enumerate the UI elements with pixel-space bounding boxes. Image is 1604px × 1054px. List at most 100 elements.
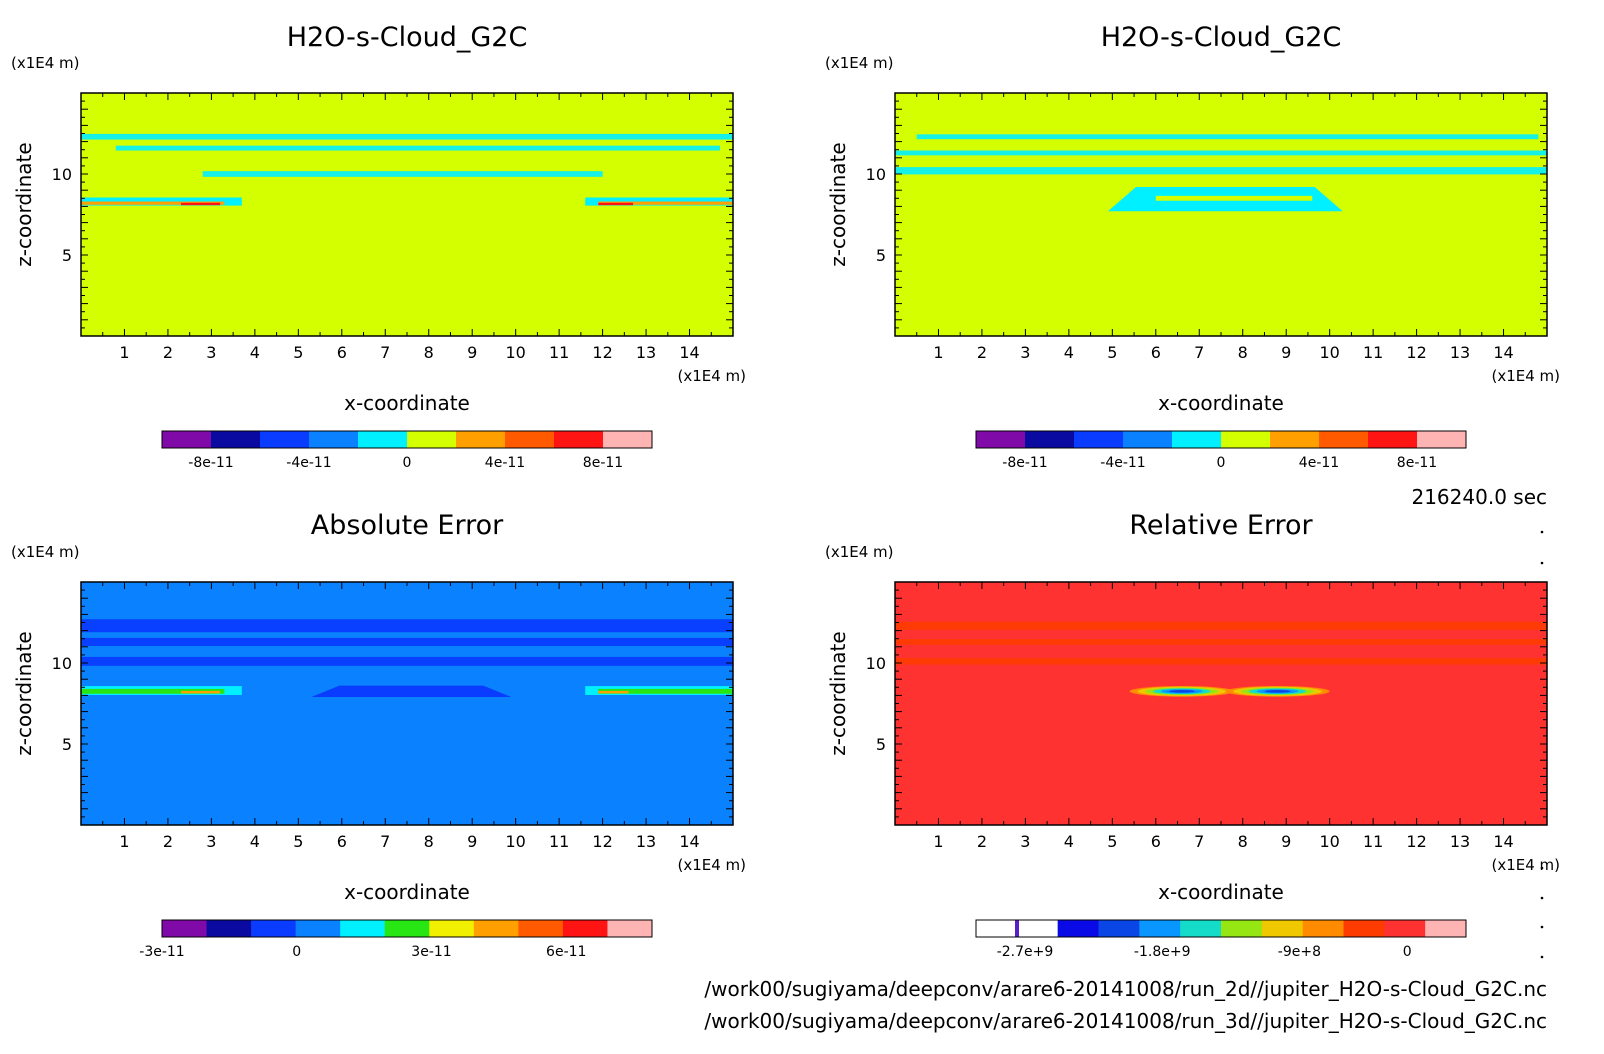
colorbar-swatch [1261,920,1304,937]
colorbar-swatch [562,920,608,937]
colorbar-swatch [309,431,359,448]
x-tick-label: 1 [933,343,943,362]
y-tick-label: 10 [52,654,72,673]
x-tick-label: 11 [1363,832,1383,851]
x-tick-label: 5 [293,343,303,362]
plot-background [895,582,1547,825]
contour-band [180,202,221,206]
x-tick-label: 5 [1107,343,1117,362]
x-tick-label: 6 [337,343,347,362]
chart-panel: Absolute Error(x1E4 m)1 2 3 4 5 6 7 8 9 10 11 12 13 1… [11,510,746,960]
x-tick-label: 14 [679,832,699,851]
y-tick-label: 10 [52,165,72,184]
colorbar-swatch [1319,431,1369,448]
chart-panel: Relative Error(x1E4 m)1 2 3 4 5 6 7 8 9 10 11 12 13 1… [825,510,1560,960]
colorbar-swatch [1172,431,1222,448]
x-tick-label: 12 [1406,343,1426,362]
colorbar-swatch [295,920,341,937]
colorbar-swatch [1221,920,1263,937]
colorbar-frame [975,430,1467,449]
contour-features [81,133,733,206]
colorbar-swatch [162,431,212,448]
colorbar-swatch [1425,920,1467,937]
colorbar-swatch [1057,920,1099,937]
contour-band [598,688,733,694]
x-tick-label: 5 [293,832,303,851]
x-tick-label: 3 [1020,343,1030,362]
colorbar-swatch [1098,920,1140,937]
colorbar-label: -9e+8 [1278,944,1321,960]
contour-band [202,171,603,177]
y-tick-label: 10 [866,165,886,184]
colorbar-frame [161,430,653,449]
colorbar-swatch [976,920,1018,937]
colorbar-swatch [260,431,310,448]
colorbar-swatch [358,431,408,448]
contour-band [81,133,733,140]
colorbar-swatch [206,920,252,937]
colorbar-swatch [456,431,506,448]
colorbar-swatch [607,920,653,937]
y-unit-label: (x1E4 m) [11,543,80,561]
x-tick-label: 1 [933,832,943,851]
chart-title: H2O-s-Cloud_G2C [287,22,528,53]
contour-features [81,619,733,698]
x-tick-label: 5 [1107,832,1117,851]
colorbar-label: 0 [403,455,412,471]
x-tick-label: 2 [163,832,173,851]
contour-band [895,639,1547,645]
footer-dots [1540,530,1544,959]
x-tick-label: 9 [1281,343,1291,362]
chart-panel: H2O-s-Cloud_G2C(x1E4 m)1 2 3 4 5 6 7 8 9 10 11 12 13… [11,22,746,471]
y-tick-label: 10 [866,654,886,673]
x-tick-label: 9 [1281,832,1291,851]
x-tick-label: 8 [424,832,434,851]
x-tick-label: 6 [337,832,347,851]
contour-lens [1168,690,1195,693]
y-tick-label: 5 [876,246,886,265]
contour-lens [1264,690,1291,693]
x-tick-label: 8 [424,343,434,362]
x-tick-label: 3 [206,343,216,362]
x-tick-label: 7 [1194,343,1204,362]
colorbar-label: -8e-11 [188,455,233,471]
colorbar-swatch [518,920,564,937]
colorbar-label: 0 [292,944,301,960]
contour-band [81,656,733,666]
colorbar-swatch [1221,431,1271,448]
plot-background [81,582,733,825]
colorbar-swatch [1074,431,1124,448]
tick-marks [80,581,734,826]
colorbar-swatch [429,920,475,937]
time-stamp: 216240.0 sec [1411,485,1547,509]
colorbar-label: -4e-11 [286,455,331,471]
y-unit-label: (x1E4 m) [11,54,80,72]
colorbar-swatch [1025,431,1075,448]
x-tick-label: 4 [1064,343,1074,362]
panels: H2O-s-Cloud_G2C(x1E4 m)1 2 3 4 5 6 7 8 9 10 11 12 13… [11,22,1560,960]
contour-band [180,690,221,694]
x-tick-label: 7 [380,832,390,851]
x-tick-label: 1 [119,343,129,362]
colorbar-label: 6e-11 [546,944,586,960]
x-tick-label: 3 [206,832,216,851]
contour-band [81,201,225,205]
plot-background [81,93,733,336]
x-tick-label: 13 [636,343,656,362]
x-tick-label: 11 [549,343,569,362]
plot-background [895,93,1547,336]
tick-marks [80,92,734,337]
x-tick-label: 4 [1064,832,1074,851]
x-tick-label: 4 [250,832,260,851]
x-tick-label: 14 [1493,832,1513,851]
contour-band [598,690,629,694]
colorbar-frame [161,919,653,938]
y-tick-label: 5 [62,735,72,754]
file-path-2d: /work00/sugiyama/deepconv/arare6-2014100… [704,977,1547,1001]
x-unit-label: (x1E4 m) [1491,856,1560,874]
colorbar-swatch [407,431,457,448]
colorbar-swatch [554,431,604,448]
contour-dome [311,685,512,698]
x-tick-label: 10 [1319,832,1339,851]
contour-band [115,145,720,151]
